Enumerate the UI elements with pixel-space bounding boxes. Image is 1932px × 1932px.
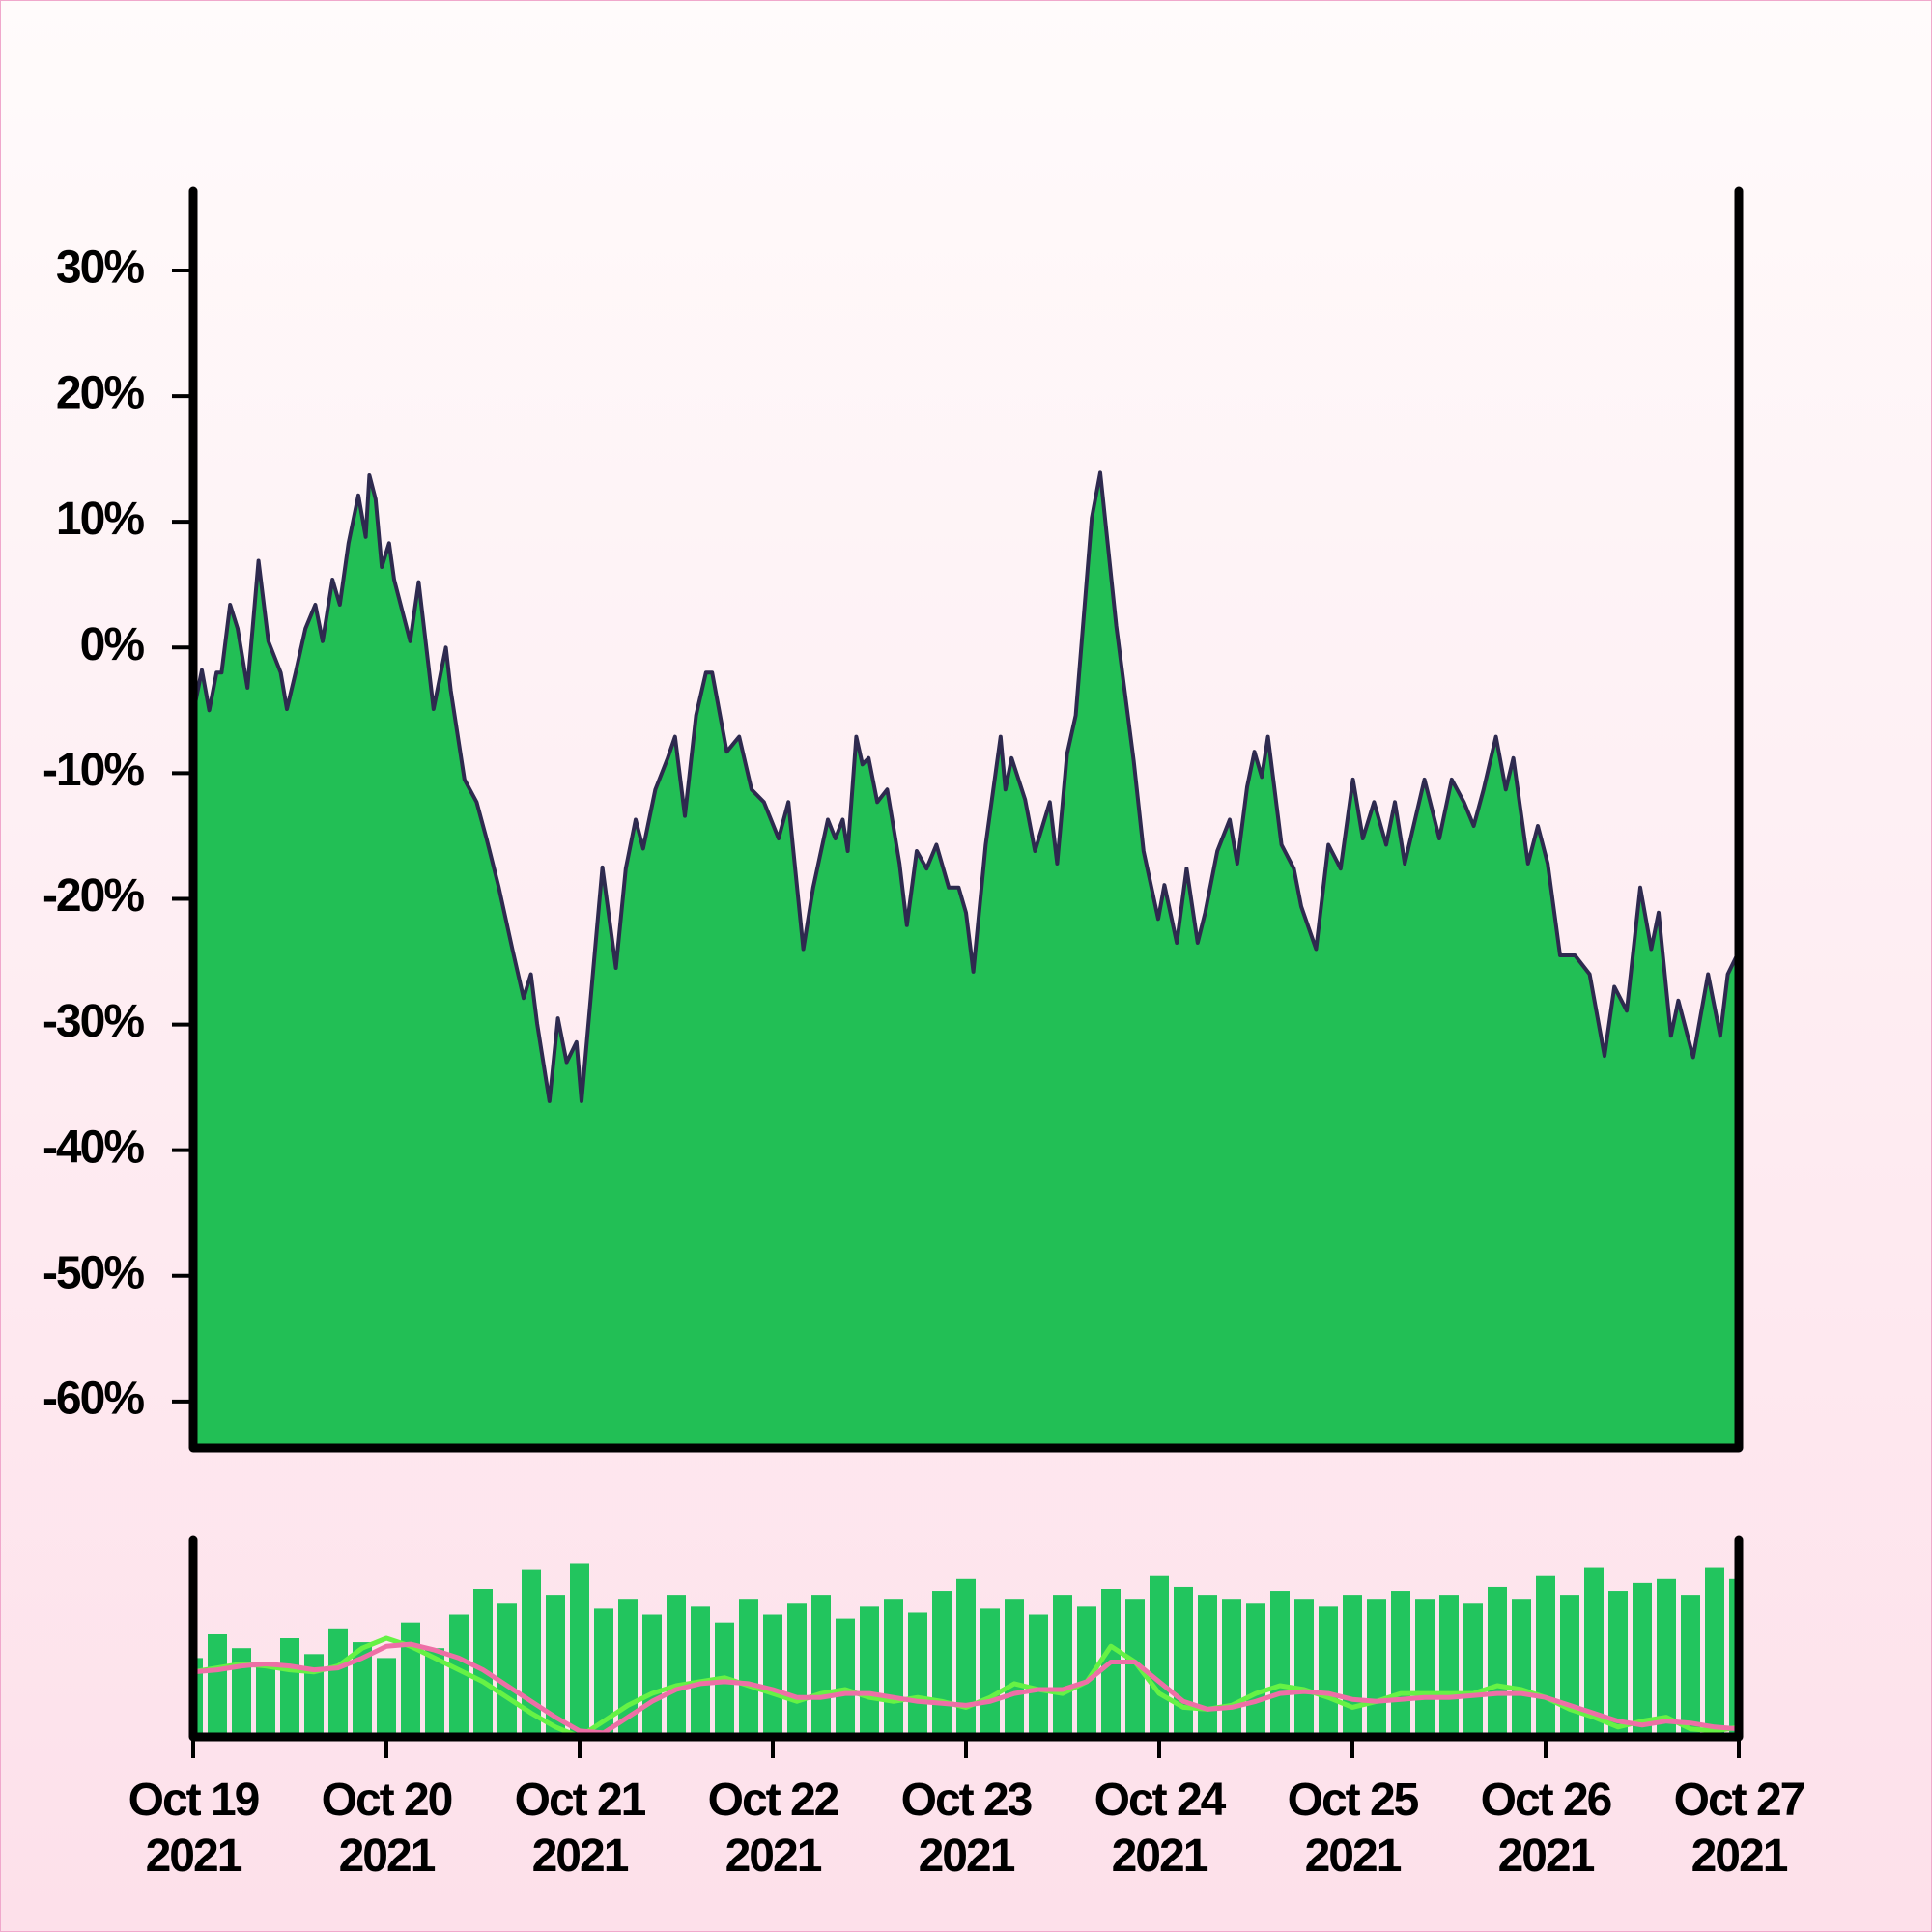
volume-bar bbox=[667, 1595, 686, 1737]
axis-frame bbox=[188, 186, 1744, 1453]
y-tick-label: -30% bbox=[43, 996, 144, 1047]
volume-bar bbox=[304, 1654, 324, 1737]
volume-bar bbox=[1174, 1586, 1193, 1737]
volume-bar bbox=[1198, 1595, 1217, 1737]
x-tick-label: Oct 21 2021 bbox=[515, 1775, 646, 1882]
volume-bar bbox=[1294, 1599, 1314, 1737]
volume-bar bbox=[1077, 1606, 1096, 1737]
volume-bar bbox=[193, 1658, 203, 1737]
x-tick-label: Oct 22 2021 bbox=[708, 1775, 838, 1882]
y-tick-label: -50% bbox=[43, 1247, 144, 1298]
volume-bar bbox=[1439, 1595, 1459, 1737]
volume-bar bbox=[280, 1638, 299, 1737]
volume-bar bbox=[497, 1603, 517, 1737]
volume-bar bbox=[836, 1618, 855, 1737]
volume-bar bbox=[232, 1648, 251, 1737]
volume-bar bbox=[1222, 1599, 1241, 1737]
y-tick-label: -60% bbox=[43, 1374, 144, 1425]
x-tick-label: Oct 25 2021 bbox=[1288, 1775, 1419, 1882]
y-tick-label: -10% bbox=[43, 745, 144, 796]
volume-bar bbox=[1005, 1599, 1024, 1737]
volume-bar bbox=[1536, 1575, 1555, 1737]
volume-bar bbox=[1246, 1603, 1265, 1737]
volume-bar bbox=[570, 1563, 589, 1737]
x-tick-label: Oct 27 2021 bbox=[1674, 1775, 1804, 1882]
volume-bar bbox=[1633, 1582, 1652, 1737]
volume-bar bbox=[1125, 1599, 1145, 1737]
volume-bar bbox=[980, 1608, 1000, 1737]
volume-bar bbox=[739, 1599, 758, 1737]
volume-bar bbox=[1512, 1599, 1531, 1737]
volume-bar bbox=[860, 1606, 879, 1737]
moving-average-line bbox=[193, 1641, 1739, 1736]
x-tick-label: Oct 19 2021 bbox=[128, 1775, 259, 1882]
volume-bar bbox=[1463, 1603, 1483, 1737]
volume-bar bbox=[401, 1622, 420, 1737]
volume-bar bbox=[884, 1599, 903, 1737]
volume-bar bbox=[473, 1589, 493, 1737]
volume-bar bbox=[1415, 1599, 1435, 1737]
volume-bar bbox=[1391, 1591, 1410, 1737]
area bbox=[193, 472, 1739, 1448]
volume-bar bbox=[377, 1658, 396, 1737]
volume-bar bbox=[353, 1642, 372, 1737]
y-tick-label: -20% bbox=[43, 870, 144, 922]
x-tick-label: Oct 24 2021 bbox=[1094, 1775, 1227, 1882]
volume-bar bbox=[1270, 1591, 1290, 1737]
volume-bar bbox=[1705, 1567, 1724, 1737]
volume-bar bbox=[787, 1603, 807, 1737]
area-line bbox=[191, 470, 1741, 1103]
y-tick-label: 10% bbox=[56, 494, 144, 545]
y-tick-label: 30% bbox=[56, 242, 144, 294]
volume-bar bbox=[1343, 1595, 1362, 1737]
volume-bar bbox=[932, 1591, 952, 1737]
volume-bar bbox=[1150, 1575, 1169, 1737]
volume-bar bbox=[328, 1628, 348, 1737]
volume-bar bbox=[522, 1569, 541, 1737]
volume-bar bbox=[208, 1634, 227, 1737]
volume-bar bbox=[811, 1595, 831, 1737]
volume-bar bbox=[642, 1614, 662, 1737]
volume-bar bbox=[256, 1662, 275, 1737]
volume-bar bbox=[763, 1614, 782, 1737]
volume-bar bbox=[1608, 1591, 1628, 1737]
volume-bar bbox=[1029, 1614, 1048, 1737]
volume-bar bbox=[449, 1614, 469, 1737]
axis-frame bbox=[188, 1535, 1744, 1742]
volume-bar bbox=[908, 1612, 927, 1737]
plot-area bbox=[193, 1563, 1739, 1739]
volume-bar bbox=[1488, 1586, 1507, 1737]
volume-bar bbox=[1367, 1599, 1386, 1737]
volume-bar bbox=[1319, 1606, 1338, 1737]
x-tick-label: Oct 26 2021 bbox=[1481, 1775, 1611, 1882]
volume-bar bbox=[1681, 1595, 1700, 1737]
volume-bar bbox=[1584, 1567, 1604, 1737]
volume-bar bbox=[956, 1578, 976, 1737]
y-tick-label: -40% bbox=[43, 1122, 144, 1173]
y-tick-label: 0% bbox=[80, 619, 145, 670]
volume-bar bbox=[425, 1648, 444, 1737]
y-tick-label: 20% bbox=[56, 368, 144, 419]
volume-bar bbox=[1560, 1595, 1579, 1737]
volume-bar bbox=[546, 1595, 565, 1737]
x-tick-label: Oct 23 2021 bbox=[901, 1775, 1032, 1882]
volume-bar bbox=[594, 1608, 613, 1737]
volume-bar bbox=[1053, 1595, 1072, 1737]
volume-bar bbox=[691, 1606, 710, 1737]
x-tick-label: Oct 20 2021 bbox=[322, 1775, 452, 1882]
volume-bar bbox=[1729, 1578, 1739, 1737]
volume-bar bbox=[1657, 1578, 1676, 1737]
